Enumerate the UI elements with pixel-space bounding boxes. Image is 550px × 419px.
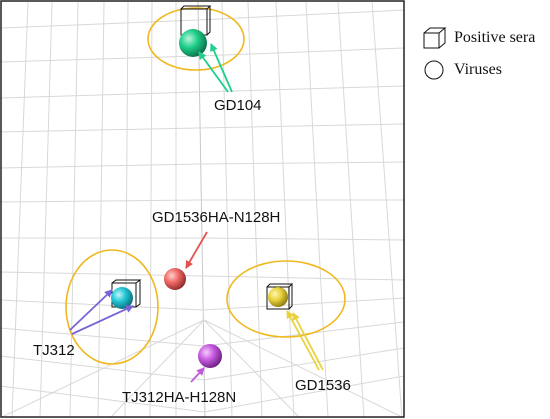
plot-frame: [0, 0, 405, 418]
virus-sphere: [164, 268, 186, 290]
legend-label-positive-sera: Positive sera: [454, 29, 536, 46]
legend-label-viruses: Viruses: [454, 61, 502, 78]
cluster-tj312: TJ312: [33, 249, 159, 365]
annotation-arrow: [292, 312, 324, 371]
cluster-ellipse: [65, 249, 159, 365]
annotation-arrow: [286, 310, 320, 371]
virus-tj312ha-h128n: TJ312HA-H128N: [122, 344, 236, 406]
virus-sphere: [198, 344, 222, 368]
virus-sphere: [111, 287, 133, 309]
annotation-arrow: [210, 43, 233, 93]
label-gd1536: GD1536: [295, 377, 351, 394]
label-tj312: TJ312: [33, 342, 75, 359]
annotation-arrow: [69, 289, 113, 331]
legend-item-viruses: Viruses: [422, 58, 550, 82]
annotation-arrow: [185, 231, 208, 269]
legend: Positive sera Viruses: [422, 26, 550, 90]
label-gd1536ha-n128h: GD1536HA-N128H: [152, 209, 280, 226]
cluster-ellipse: [147, 7, 245, 71]
serum-cube-icon: [266, 283, 294, 310]
virus-sphere: [268, 287, 288, 307]
annotation-arrow: [190, 367, 205, 383]
legend-item-positive-sera: Positive sera: [422, 26, 550, 50]
label-tj312ha-h128n: TJ312HA-H128N: [122, 389, 236, 406]
grid-backdrop: [0, 1, 405, 419]
annotation-arrow: [198, 51, 229, 93]
cube-icon: [423, 27, 447, 49]
circle-icon: [424, 60, 444, 80]
cluster-ellipse: [226, 260, 346, 338]
virus-gd1536ha-n128h: GD1536HA-N128H: [152, 209, 280, 290]
virus-sphere: [179, 29, 207, 57]
annotation-arrow: [71, 305, 134, 335]
cluster-gd1536: GD1536: [226, 260, 351, 394]
label-gd104: GD104: [214, 97, 262, 114]
cluster-gd104: GD104: [147, 5, 262, 114]
